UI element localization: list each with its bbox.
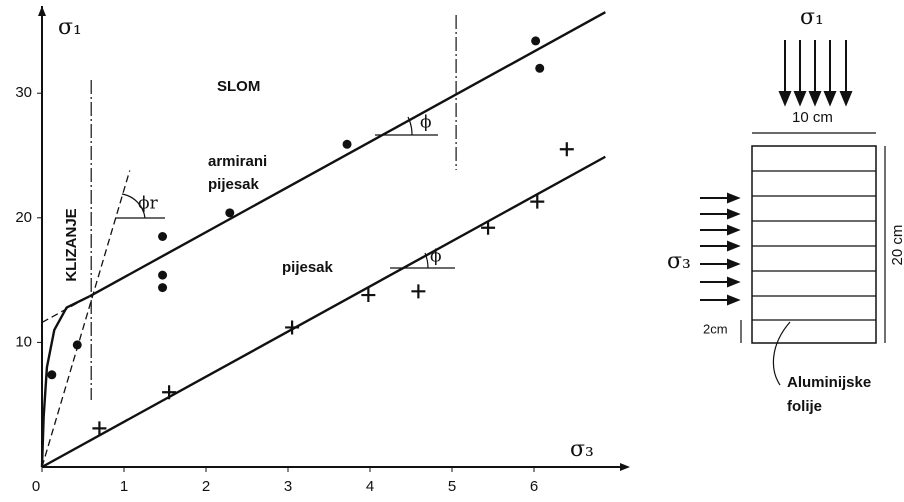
series-line bbox=[88, 11, 606, 298]
data-point bbox=[361, 288, 376, 303]
annotation: ϕ bbox=[430, 247, 442, 267]
x-tick-label: 2 bbox=[202, 478, 210, 495]
data-point bbox=[225, 208, 235, 218]
label: σ₁ bbox=[800, 5, 824, 30]
y-axis-label: σ₁ bbox=[58, 15, 82, 40]
label: 20 cm bbox=[889, 225, 904, 266]
x-tick-label: 4 bbox=[366, 478, 374, 495]
label: 2cm bbox=[703, 321, 728, 336]
label: 10 cm bbox=[792, 109, 833, 126]
annotation: SLOM bbox=[217, 78, 260, 95]
y-axis-arrow bbox=[38, 6, 46, 16]
data-point bbox=[530, 194, 545, 209]
data-point bbox=[411, 284, 426, 299]
specimen-diagram: σ₁ 10 cm 20 cm σ₃ 2cm Aluminijske folije bbox=[667, 5, 904, 415]
x-tick-label: 6 bbox=[530, 478, 538, 495]
annotation: pijesak bbox=[208, 176, 260, 193]
data-point bbox=[158, 270, 168, 280]
data-point bbox=[72, 340, 82, 350]
data-point bbox=[47, 370, 57, 380]
x-tick-label: 3 bbox=[284, 478, 292, 495]
data-point bbox=[92, 421, 107, 436]
data-point bbox=[531, 36, 541, 46]
data-point bbox=[481, 220, 496, 235]
label: folije bbox=[787, 398, 822, 415]
x-axis-label: σ₃ bbox=[570, 437, 594, 462]
series-line bbox=[41, 170, 131, 468]
data-point bbox=[342, 139, 352, 149]
annotation: KLIZANJE bbox=[63, 208, 80, 281]
series-line bbox=[41, 155, 606, 469]
angle-marks bbox=[115, 116, 455, 269]
y-tick-label: 20 bbox=[15, 209, 32, 226]
annotation: armirani bbox=[208, 153, 267, 170]
x-axis-arrow bbox=[620, 463, 630, 471]
label: Aluminijske bbox=[787, 374, 871, 391]
annotation: pijesak bbox=[282, 259, 334, 276]
annotation: ϕr bbox=[138, 194, 159, 214]
x-tick-label: 0 bbox=[32, 478, 40, 495]
series-line bbox=[41, 295, 90, 324]
data-point bbox=[158, 232, 168, 241]
y-tick-label: 10 bbox=[15, 333, 32, 350]
x-tick-label: 5 bbox=[448, 478, 456, 495]
label: σ₃ bbox=[667, 249, 691, 274]
y-tick-label: 30 bbox=[15, 84, 32, 101]
x-tick-label: 1 bbox=[120, 478, 128, 495]
data-point bbox=[158, 283, 168, 293]
series-line bbox=[40, 295, 91, 468]
data-point bbox=[559, 142, 574, 157]
data-point bbox=[535, 63, 545, 73]
annotation: ϕ bbox=[420, 113, 432, 133]
